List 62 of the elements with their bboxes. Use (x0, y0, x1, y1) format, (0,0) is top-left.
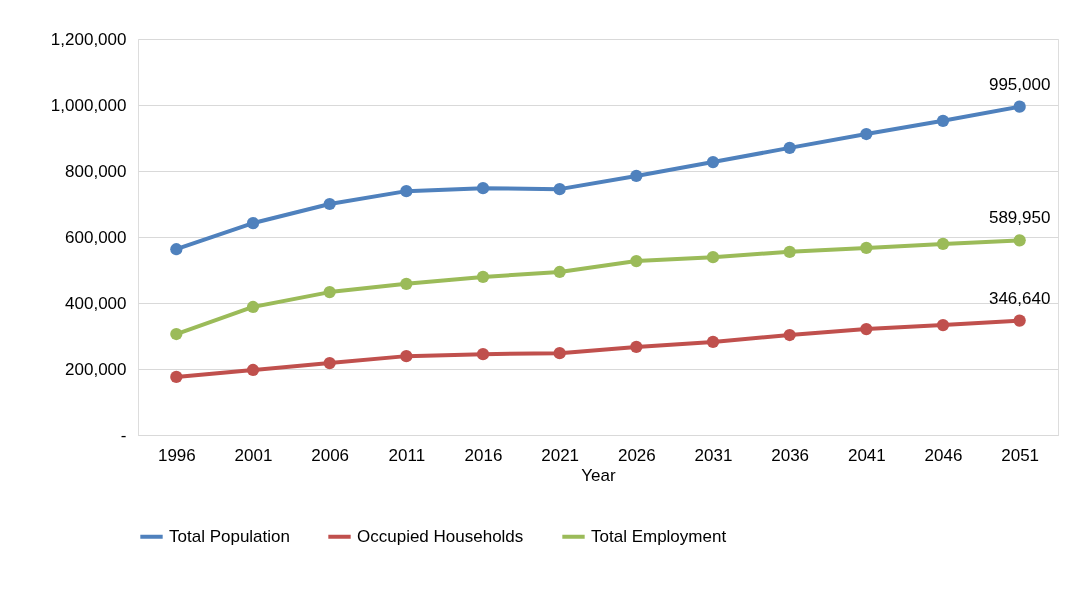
point (860, 127, 873, 141)
y-tick-label: 1,000,000 (50, 95, 127, 115)
x-tick-label: 2041 (847, 445, 886, 465)
y-tick-label: 800,000 (65, 161, 127, 181)
x-tick-label: 2006 (311, 445, 350, 465)
point (476, 182, 490, 195)
point (170, 243, 183, 256)
legend-label: Total Population (169, 526, 290, 546)
point (323, 197, 336, 211)
point (630, 340, 643, 353)
point (1013, 314, 1026, 327)
point (246, 217, 260, 230)
y-tick-label: - (120, 425, 127, 445)
data-label: 346,640 (988, 288, 1051, 308)
x-tick-label: 2046 (924, 445, 963, 465)
point (553, 183, 566, 196)
x-axis-title: Year (581, 465, 617, 485)
point (860, 241, 873, 254)
point (860, 322, 873, 336)
point (783, 141, 796, 155)
x-tick-label: 2016 (464, 445, 503, 465)
x-tick-label: 2021 (541, 445, 580, 465)
y-tick-label: 200,000 (65, 359, 127, 379)
point (246, 363, 260, 377)
point (630, 254, 643, 268)
y-tick-label: 600,000 (65, 227, 127, 247)
y-tick-label: 1,200,000 (50, 29, 127, 49)
x-tick-label: 2011 (388, 445, 426, 465)
point (936, 114, 950, 127)
point (400, 350, 413, 363)
point (246, 300, 260, 314)
point (476, 348, 490, 361)
point (476, 270, 490, 284)
y-tick-label: 400,000 (65, 293, 127, 313)
x-tick-label: 2051 (1001, 445, 1040, 465)
point (553, 347, 566, 360)
point (936, 319, 950, 332)
point (706, 251, 720, 264)
point (783, 328, 796, 342)
point (323, 356, 336, 370)
legend-label: Total Employment (591, 526, 727, 546)
data-label: 589,950 (988, 208, 1051, 228)
point (706, 335, 720, 349)
point (170, 327, 183, 341)
data-label: 995,000 (988, 74, 1051, 94)
point (400, 185, 413, 198)
x-tick-label: 2026 (617, 445, 656, 465)
point (783, 245, 796, 258)
x-tick-label: 2036 (771, 445, 810, 465)
point (553, 265, 566, 279)
point (400, 277, 413, 290)
x-tick-label: 2001 (234, 445, 273, 465)
point (706, 155, 720, 169)
point (936, 237, 950, 251)
point (630, 169, 643, 183)
x-tick-label: 1996 (157, 445, 196, 465)
point (1013, 100, 1026, 113)
point (170, 370, 183, 384)
point (323, 286, 336, 299)
x-tick-label: 2031 (694, 445, 733, 465)
point (1013, 234, 1026, 247)
legend-label: Occupied Households (357, 526, 524, 546)
